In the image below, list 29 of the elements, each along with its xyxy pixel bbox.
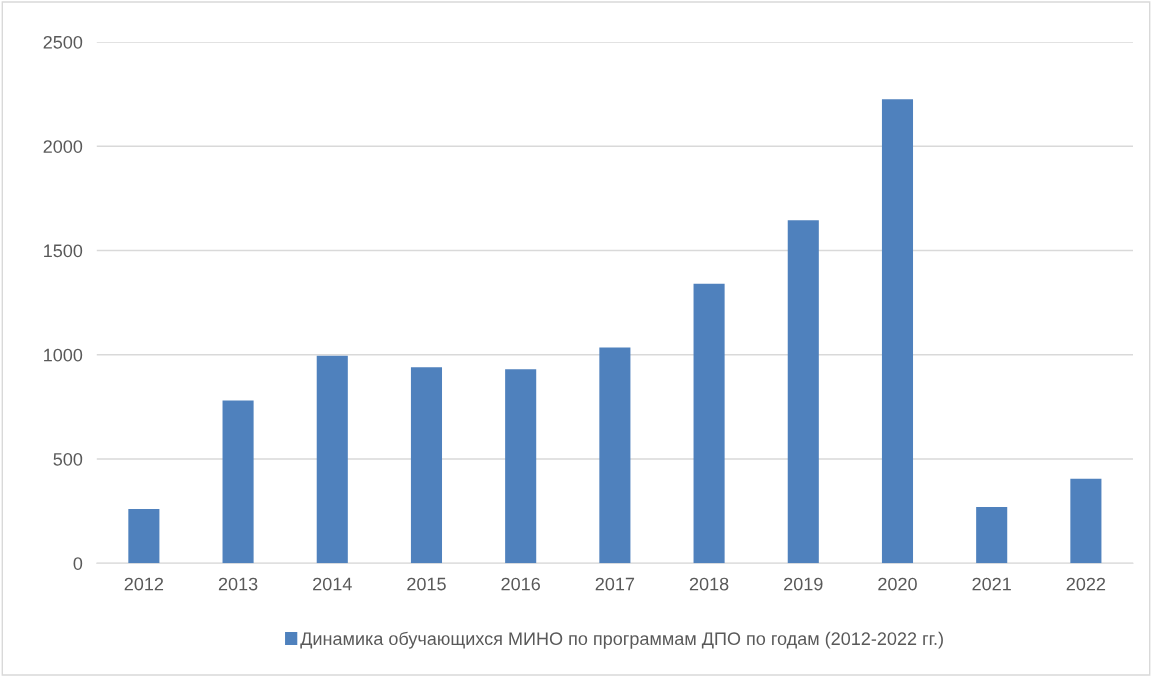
y-tick-label: 1500	[44, 244, 83, 258]
x-tick-label: 2012	[124, 577, 164, 591]
x-tick-label: 2016	[501, 577, 540, 591]
x-tick-label: 2020	[878, 577, 917, 591]
bar	[787, 220, 819, 564]
bar	[881, 99, 914, 564]
bar	[976, 506, 1008, 564]
x-tick-label: 2014	[313, 577, 352, 591]
y-tick-label: 2000	[43, 140, 83, 153]
x-tick-label: 2013	[218, 577, 258, 591]
bar	[410, 367, 443, 564]
y-tick-label: 500	[53, 452, 83, 466]
bar	[599, 347, 631, 564]
bar	[693, 283, 725, 564]
x-tick-label: 2019	[784, 577, 823, 591]
bar	[222, 400, 254, 564]
y-tick-label: 0	[73, 557, 83, 570]
x-tick-label: 2021	[972, 577, 1011, 591]
bar	[1070, 478, 1102, 564]
bar	[128, 509, 160, 564]
bar	[316, 355, 348, 564]
legend-label: Динамика обучающихся МИНО по программам ДПО по годам (2012-2022 гг.)	[300, 631, 943, 649]
bar	[505, 369, 537, 564]
y-tick-label: 1000	[44, 348, 83, 362]
x-tick-label: 2017	[595, 577, 635, 591]
y-tick-label: 2500	[43, 35, 83, 49]
x-tick-label: 2015	[407, 577, 446, 591]
x-tick-label: 2022	[1066, 577, 1106, 591]
x-tick-label: 2018	[689, 577, 729, 591]
